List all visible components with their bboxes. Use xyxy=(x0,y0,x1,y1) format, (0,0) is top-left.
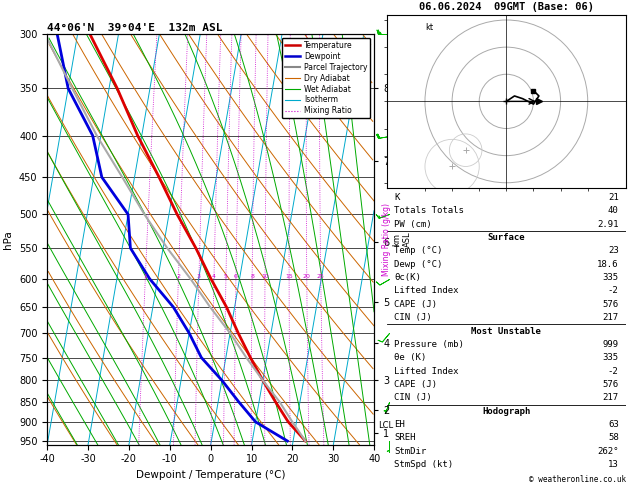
Text: Dewp (°C): Dewp (°C) xyxy=(394,260,442,269)
Text: CIN (J): CIN (J) xyxy=(394,313,431,322)
Text: Temp (°C): Temp (°C) xyxy=(394,246,442,255)
Text: StmDir: StmDir xyxy=(394,447,426,456)
Text: 20: 20 xyxy=(303,274,311,279)
X-axis label: Dewpoint / Temperature (°C): Dewpoint / Temperature (°C) xyxy=(136,470,286,480)
Text: 999: 999 xyxy=(603,340,619,349)
Text: StmSpd (kt): StmSpd (kt) xyxy=(394,460,453,469)
Text: LCL: LCL xyxy=(378,421,394,430)
Text: CAPE (J): CAPE (J) xyxy=(394,380,437,389)
Text: 5: 5 xyxy=(224,274,228,279)
Text: 06.06.2024  09GMT (Base: 06): 06.06.2024 09GMT (Base: 06) xyxy=(419,2,594,12)
Text: Hodograph: Hodograph xyxy=(482,407,530,416)
Text: θe (K): θe (K) xyxy=(394,353,426,362)
Text: 6: 6 xyxy=(234,274,238,279)
Text: 58: 58 xyxy=(608,434,619,442)
Text: 44°06'N  39°04'E  132m ASL: 44°06'N 39°04'E 132m ASL xyxy=(47,23,223,33)
Text: 40: 40 xyxy=(608,206,619,215)
Text: CAPE (J): CAPE (J) xyxy=(394,300,437,309)
Text: Pressure (mb): Pressure (mb) xyxy=(394,340,464,349)
Y-axis label: hPa: hPa xyxy=(3,230,13,249)
Text: 217: 217 xyxy=(603,393,619,402)
Text: 335: 335 xyxy=(603,273,619,282)
Text: 2.91: 2.91 xyxy=(597,220,619,228)
Text: θc(K): θc(K) xyxy=(394,273,421,282)
Text: 15: 15 xyxy=(285,274,293,279)
Text: Lifted Index: Lifted Index xyxy=(394,286,459,295)
Text: Surface: Surface xyxy=(487,233,525,242)
Text: EH: EH xyxy=(394,420,404,429)
Text: 10: 10 xyxy=(261,274,269,279)
Text: 576: 576 xyxy=(603,380,619,389)
Legend: Temperature, Dewpoint, Parcel Trajectory, Dry Adiabat, Wet Adiabat, Isotherm, Mi: Temperature, Dewpoint, Parcel Trajectory… xyxy=(282,38,370,119)
Text: 576: 576 xyxy=(603,300,619,309)
Y-axis label: km
ASL: km ASL xyxy=(392,231,412,247)
Text: 262°: 262° xyxy=(597,447,619,456)
Text: 2: 2 xyxy=(176,274,181,279)
Text: © weatheronline.co.uk: © weatheronline.co.uk xyxy=(529,474,626,484)
Text: CIN (J): CIN (J) xyxy=(394,393,431,402)
Text: PW (cm): PW (cm) xyxy=(394,220,431,228)
Text: 23: 23 xyxy=(608,246,619,255)
Text: SREH: SREH xyxy=(394,434,416,442)
Text: kt: kt xyxy=(425,23,433,32)
Text: 63: 63 xyxy=(608,420,619,429)
Text: 3: 3 xyxy=(197,274,201,279)
Text: 18.6: 18.6 xyxy=(597,260,619,269)
Text: 8: 8 xyxy=(250,274,254,279)
Text: -2: -2 xyxy=(608,286,619,295)
Text: Lifted Index: Lifted Index xyxy=(394,366,459,376)
Text: 217: 217 xyxy=(603,313,619,322)
Text: 25: 25 xyxy=(317,274,325,279)
Text: -2: -2 xyxy=(608,366,619,376)
Text: 13: 13 xyxy=(608,460,619,469)
Text: 335: 335 xyxy=(603,353,619,362)
Text: 4: 4 xyxy=(212,274,216,279)
Text: Most Unstable: Most Unstable xyxy=(471,327,542,335)
Text: 1: 1 xyxy=(143,274,147,279)
Text: K: K xyxy=(394,193,399,202)
Text: Totals Totals: Totals Totals xyxy=(394,206,464,215)
Text: 21: 21 xyxy=(608,193,619,202)
Text: Mixing Ratio (g/kg): Mixing Ratio (g/kg) xyxy=(382,203,391,276)
